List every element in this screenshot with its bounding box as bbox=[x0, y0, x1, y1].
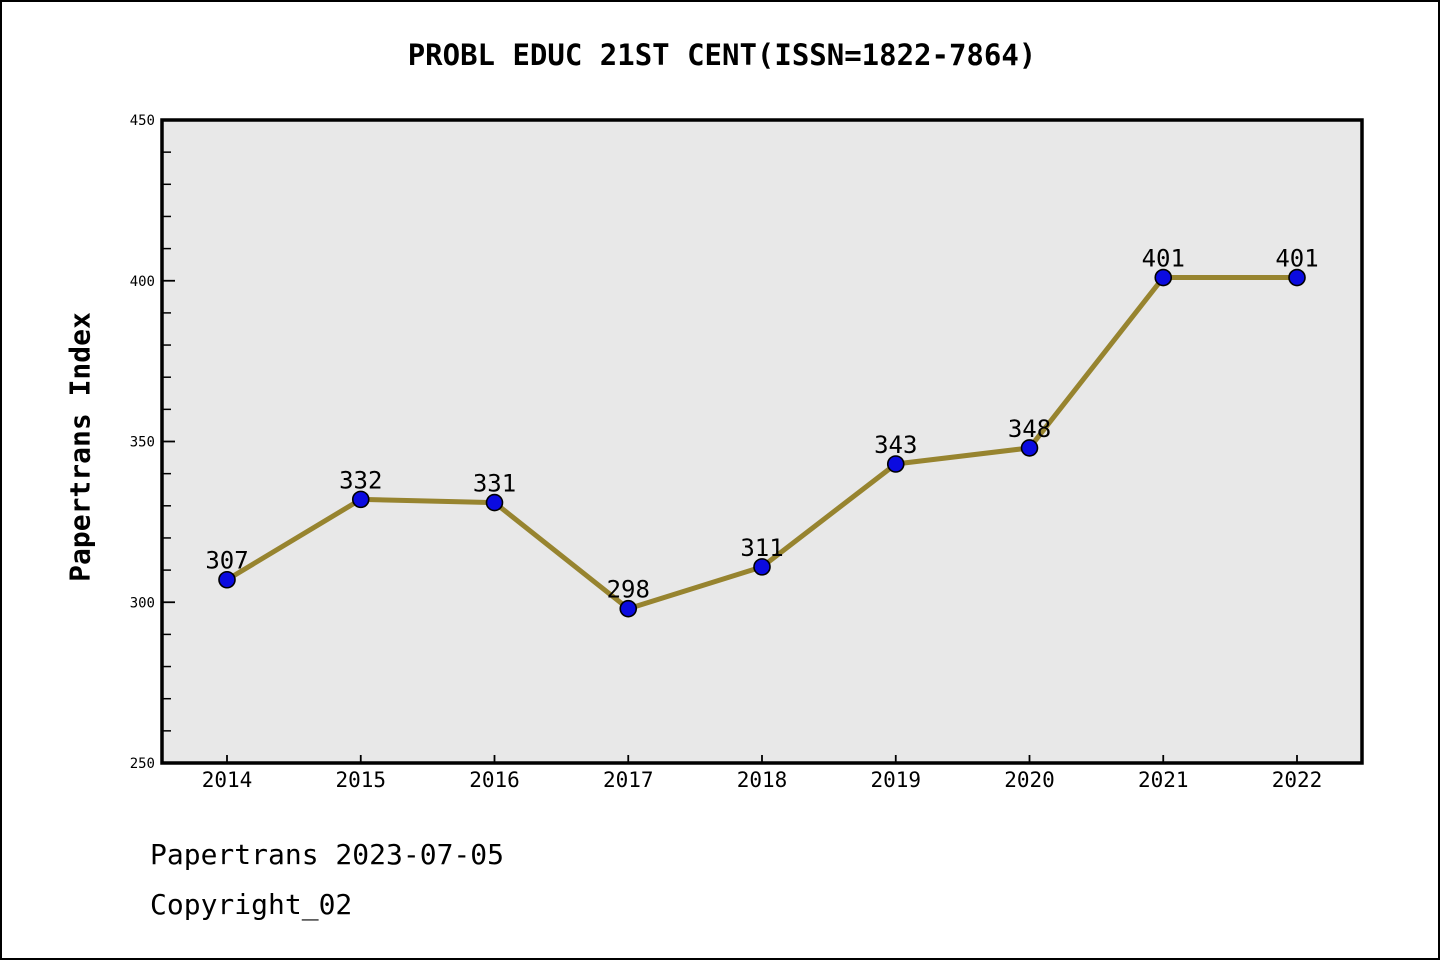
y-tick-label: 400 bbox=[130, 274, 155, 290]
data-point bbox=[753, 558, 771, 576]
footer-copyright: Copyright_02 bbox=[150, 888, 353, 921]
x-tick-label: 2018 bbox=[737, 768, 788, 792]
data-point-label: 311 bbox=[740, 534, 783, 562]
plot-area bbox=[162, 120, 1362, 763]
data-point-label: 343 bbox=[874, 431, 917, 459]
x-tick-label: 2022 bbox=[1272, 768, 1323, 792]
x-tick-label: 2016 bbox=[469, 768, 520, 792]
data-point-label: 401 bbox=[1275, 245, 1318, 273]
y-tick-label: 450 bbox=[130, 113, 155, 129]
data-point bbox=[886, 455, 905, 473]
data-point bbox=[1288, 268, 1306, 287]
data-point bbox=[351, 490, 370, 509]
data-point bbox=[1154, 268, 1173, 287]
y-tick-label: 350 bbox=[130, 435, 155, 451]
x-tick-label: 2014 bbox=[202, 768, 253, 792]
data-point bbox=[218, 570, 236, 589]
data-point-label: 298 bbox=[607, 576, 650, 604]
footer-date: Papertrans 2023-07-05 bbox=[150, 838, 505, 871]
data-point bbox=[485, 493, 504, 512]
x-tick-label: 2019 bbox=[870, 768, 921, 792]
x-tick-label: 2021 bbox=[1138, 768, 1189, 792]
chart-title: PROBL EDUC 21ST CENT(ISSN=1822-7864) bbox=[407, 38, 1037, 72]
y-tick-label: 250 bbox=[130, 756, 155, 772]
x-tick-label: 2017 bbox=[603, 768, 654, 792]
data-point-label: 332 bbox=[339, 466, 382, 494]
data-point bbox=[619, 599, 638, 618]
data-point bbox=[1020, 439, 1039, 457]
data-point-label: 331 bbox=[473, 470, 516, 498]
y-tick-label: 300 bbox=[130, 595, 155, 611]
data-point-label: 401 bbox=[1142, 245, 1185, 273]
x-tick-label: 2020 bbox=[1004, 768, 1055, 792]
data-point-label: 307 bbox=[205, 547, 248, 575]
axes-frame bbox=[160, 118, 1364, 765]
x-tick-label: 2015 bbox=[335, 768, 386, 792]
data-point-label: 348 bbox=[1008, 415, 1051, 443]
